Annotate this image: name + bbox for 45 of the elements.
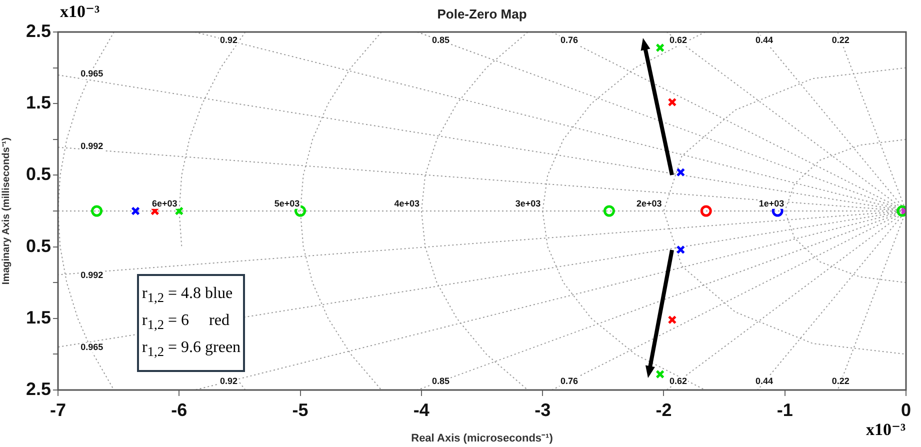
annotation: 0.62	[669, 35, 688, 46]
x-tick-label: -1	[776, 400, 793, 420]
annotation: 0.992	[80, 141, 104, 152]
annotation: 1e+03	[758, 198, 784, 208]
annotation: 0.965	[80, 342, 104, 352]
annotation: 0.85	[432, 35, 450, 46]
x-tick-label: -5	[292, 400, 308, 420]
y-tick-label: 2.5	[26, 20, 51, 41]
y-tick-label: 2.5	[26, 378, 51, 399]
annotation: 0.92	[220, 35, 238, 46]
annotation: 2e+03	[636, 198, 662, 208]
x-tick-label: -7	[50, 400, 66, 420]
annotation: 0.22	[832, 376, 850, 386]
annotation: 0.965	[80, 68, 104, 79]
annotation: 0.992	[80, 270, 104, 280]
y-tick-label: 0.5	[26, 164, 51, 184]
annotation: 3e+03	[515, 198, 541, 208]
annotation: 0.92	[220, 376, 238, 386]
y-tick-label: 0.5	[26, 236, 51, 256]
annotation: 0.76	[560, 376, 578, 386]
text: x10⁻³	[866, 420, 906, 440]
annotation: 0.62	[669, 376, 688, 386]
annotation: 0.44	[755, 35, 774, 46]
x-tick-label: -2	[656, 400, 672, 420]
x-axis-title: Real Axis (microseconds⁻¹)	[411, 432, 554, 444]
x-tick-label: -6	[171, 400, 188, 420]
annotation: r$_{1,2}$ = 4.8 blue	[142, 284, 234, 308]
annotation: 0.22	[832, 35, 850, 46]
y-tick-label: 1.5	[26, 92, 51, 113]
chart-title: Pole-Zero Map	[437, 6, 527, 22]
y-tick-label: 1.5	[26, 307, 51, 328]
annotation: r$_{1,2}$ = 9.6 green	[142, 338, 242, 362]
annotation: 4e+03	[394, 198, 420, 208]
annotation: 0.44	[755, 376, 774, 386]
annotation: 0.76	[560, 35, 578, 46]
x-tick-label: -4	[413, 400, 430, 420]
text-box: r$_{1,2}$ = 4.8 blue r$_{1,2}$ = 6 red r$_{1,2}$ = 9.6 green	[137, 274, 245, 372]
x-tick-label: 0	[900, 400, 912, 420]
text: x10⁻³	[60, 2, 100, 22]
annotation: r$_{1,2}$ = 6 red	[142, 311, 230, 334]
x-tick-label: -3	[534, 400, 551, 420]
annotation: 5e+03	[274, 198, 300, 208]
y-axis-title: Imaginary Axis (milliseconds⁻¹)	[0, 137, 12, 285]
annotation: 0.85	[432, 376, 450, 386]
annotation: 6e+03	[152, 198, 178, 208]
